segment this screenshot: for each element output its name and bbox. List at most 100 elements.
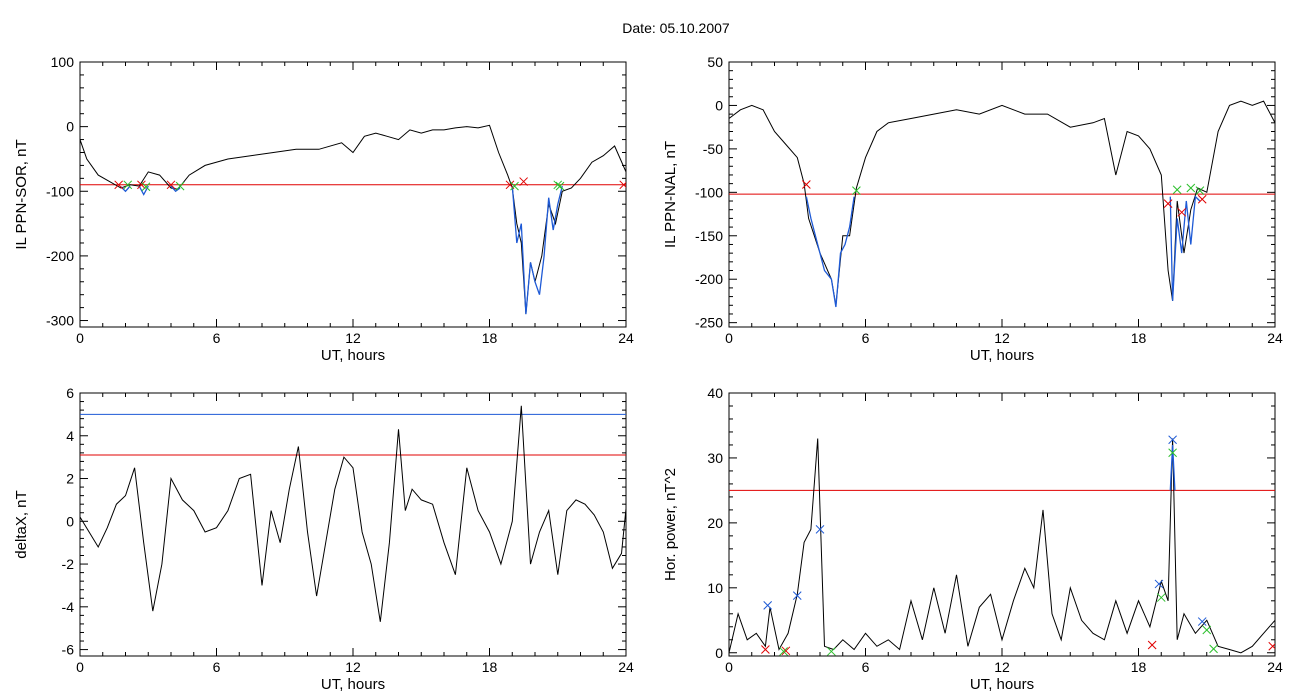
event-marker [827, 647, 836, 656]
plot-area [79, 61, 627, 328]
figure-title: Date: 05.10.2007 [622, 20, 730, 36]
series-line [80, 405, 626, 622]
y-tick-label: -4 [62, 599, 75, 615]
marker-stroke [792, 591, 802, 600]
x-axis-label: UT, hours [321, 676, 385, 693]
event-marker [1177, 207, 1187, 217]
marker-stroke [827, 647, 836, 656]
y-tick-label: 20 [707, 515, 723, 531]
marker-stroke [763, 600, 773, 610]
y-tick-label: -250 [695, 315, 723, 331]
event-marker [553, 180, 563, 190]
x-tick-label: 12 [994, 659, 1010, 675]
event-marker [761, 645, 770, 654]
y-tick-label: 30 [707, 450, 723, 466]
marker-stroke [1168, 448, 1177, 458]
event-marker [555, 181, 565, 191]
y-axis-label: deltaX, nT [13, 490, 30, 558]
event-marker [1197, 194, 1207, 204]
marker-stroke [1163, 199, 1173, 208]
y-axis-label: IL PPN-SOR, nT [13, 139, 30, 249]
y-tick-label: -100 [46, 183, 74, 199]
marker-stroke [114, 180, 124, 190]
plot-content [80, 405, 626, 622]
marker-stroke [852, 186, 861, 195]
x-tick-label: 24 [618, 659, 634, 675]
y-tick-label: -200 [695, 271, 723, 287]
event-marker [1268, 641, 1275, 651]
x-tick-label: 6 [862, 330, 870, 346]
marker-stroke [553, 180, 563, 190]
y-tick-label: 40 [707, 385, 723, 401]
x-tick-label: 12 [994, 330, 1010, 346]
event-marker [781, 646, 791, 656]
x-tick-label: 0 [725, 330, 733, 346]
event-marker [123, 180, 133, 190]
event-marker [779, 647, 788, 656]
highlight-segment [1169, 195, 1201, 301]
marker-stroke [166, 180, 176, 190]
highlight-segment [805, 196, 855, 308]
x-tick-label: 0 [76, 330, 84, 346]
x-tick-label: 24 [1267, 659, 1283, 675]
marker-stroke [1197, 617, 1207, 626]
x-tick-label: 6 [213, 659, 221, 675]
panel-il-ppn-sor: 0 6 12 18 24 -300 -200 -100 0 100 UT, hours IL PPN-… [13, 54, 634, 364]
y-tick-label: 0 [66, 119, 74, 135]
x-tick-label: 18 [1131, 659, 1147, 675]
marker-stroke [175, 181, 185, 191]
marker-stroke [1197, 194, 1207, 204]
event-marker [1154, 579, 1164, 589]
marker-stroke [1202, 625, 1212, 635]
plot-content [80, 124, 626, 315]
y-tick-label: 0 [715, 645, 723, 661]
y-tick-label: 2 [66, 471, 74, 487]
marker-stroke [779, 647, 788, 656]
y-tick-label: -150 [695, 228, 723, 244]
plot-content [729, 435, 1275, 656]
event-marker [1168, 448, 1177, 458]
x-tick-label: 6 [213, 330, 221, 346]
event-marker [1168, 435, 1177, 445]
marker-stroke [1172, 185, 1182, 195]
event-marker [1147, 640, 1157, 650]
x-tick-label: 6 [862, 659, 870, 675]
x-tick-label: 0 [725, 659, 733, 675]
marker-stroke [815, 525, 825, 534]
panel-il-ppn-nal: 0 6 12 18 24 -250 -200 -150 -100 -50 0 50 UT, hours I… [662, 54, 1283, 364]
event-marker [852, 186, 861, 195]
x-axis-label: UT, hours [970, 347, 1034, 364]
event-marker [801, 180, 811, 189]
x-axis-label: UT, hours [970, 676, 1034, 693]
event-marker [141, 182, 151, 192]
event-marker [1156, 593, 1166, 602]
highlight-segment [511, 185, 563, 315]
x-tick-label: 18 [482, 330, 498, 346]
x-axis-label: UT, hours [321, 347, 385, 364]
event-marker [1186, 183, 1196, 193]
event-marker [815, 525, 825, 534]
event-marker [1195, 186, 1205, 195]
highlight-segment [170, 185, 181, 193]
marker-stroke [1177, 207, 1187, 217]
marker-stroke [505, 180, 515, 190]
marker-stroke [1268, 643, 1275, 651]
marker-stroke [510, 181, 519, 191]
marker-stroke [1186, 183, 1196, 193]
x-tick-label: 24 [1267, 330, 1283, 346]
marker-stroke [141, 182, 151, 192]
y-tick-label: 0 [66, 513, 74, 529]
marker-stroke [1195, 186, 1205, 195]
series-line [80, 124, 626, 315]
marker-stroke [1209, 644, 1218, 654]
event-marker [792, 591, 802, 600]
y-tick-label: -6 [62, 642, 75, 658]
marker-stroke [1168, 435, 1177, 445]
y-tick-label: -100 [695, 184, 723, 200]
event-marker [519, 177, 528, 186]
series-line [729, 438, 1275, 654]
marker-stroke [1156, 593, 1166, 602]
event-marker [1172, 185, 1182, 195]
